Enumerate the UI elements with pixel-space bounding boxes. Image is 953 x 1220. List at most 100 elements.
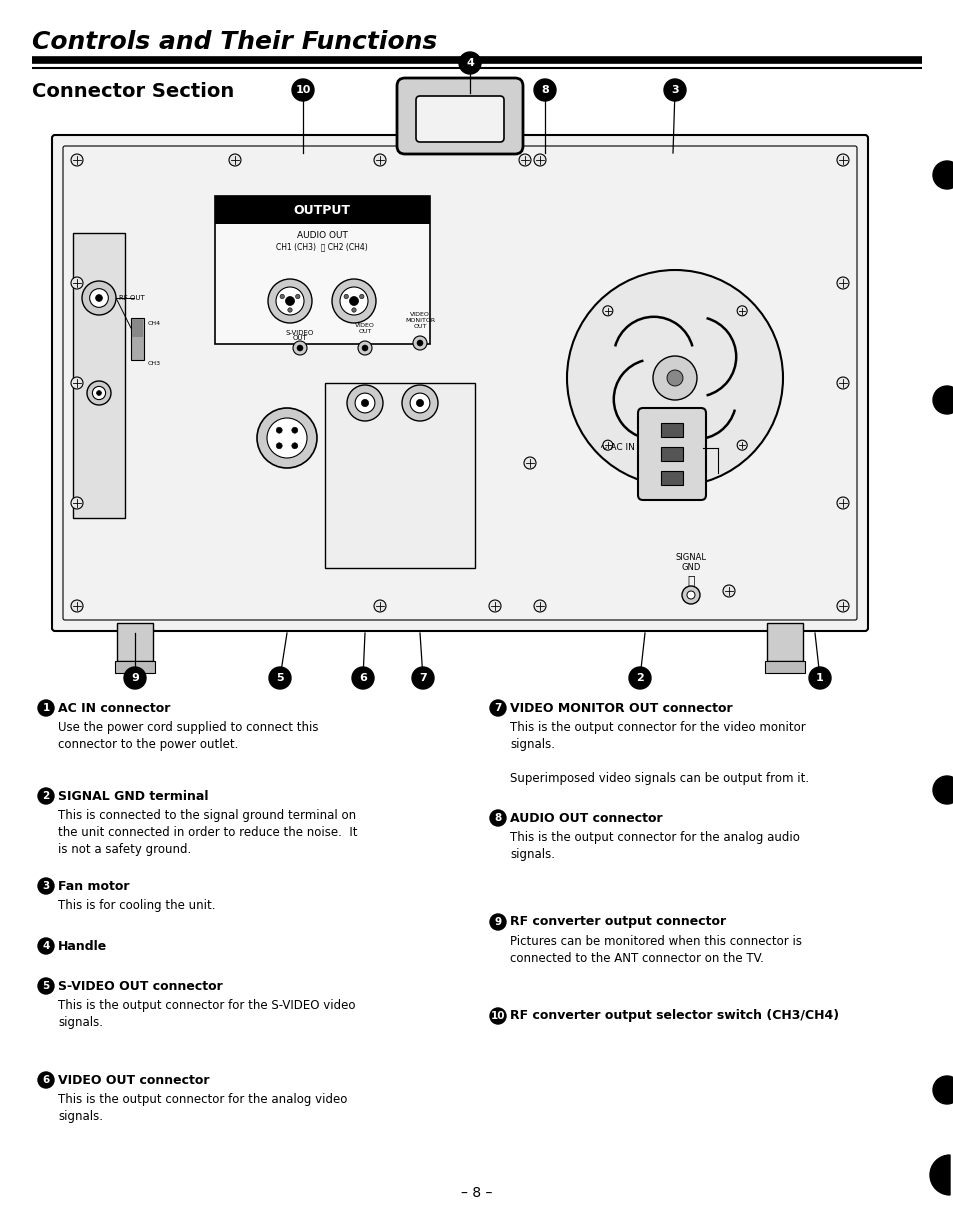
Circle shape [71,154,83,166]
Circle shape [361,399,368,406]
Circle shape [90,289,109,307]
Circle shape [124,667,146,689]
Text: 2: 2 [42,791,50,802]
Circle shape [490,1008,505,1024]
Text: CH4: CH4 [148,321,161,326]
Circle shape [280,294,284,299]
Circle shape [836,600,848,612]
Text: Use the power cord supplied to connect this
connector to the power outlet.: Use the power cord supplied to connect t… [58,721,318,752]
Circle shape [686,590,695,599]
Circle shape [288,307,292,312]
Bar [214,196,430,224]
Text: 10: 10 [295,85,311,95]
Text: VIDEO: VIDEO [410,312,430,317]
Circle shape [352,307,355,312]
Text: S-VIDEO: S-VIDEO [286,329,314,336]
Text: 5: 5 [276,673,283,683]
Text: ∿ AC IN: ∿ AC IN [599,444,635,453]
Circle shape [523,458,536,468]
Circle shape [836,497,848,509]
Circle shape [722,586,734,597]
Text: MONITOR: MONITOR [404,318,435,323]
Circle shape [836,277,848,289]
Circle shape [602,440,612,450]
Text: 8: 8 [540,85,548,95]
Circle shape [361,345,368,351]
Circle shape [518,154,531,166]
Bar [117,623,152,661]
Bar [766,623,802,661]
Circle shape [490,700,505,716]
Text: RF converter output selector switch (CH3/CH4): RF converter output selector switch (CH3… [510,1009,839,1022]
Circle shape [269,667,291,689]
Circle shape [229,154,241,166]
Circle shape [96,390,101,395]
Text: This is the output connector for the video monitor
signals.

Superimposed video : This is the output connector for the vid… [510,721,808,784]
Text: 7: 7 [494,703,501,712]
Circle shape [285,296,294,305]
Circle shape [71,497,83,509]
Text: 6: 6 [358,673,367,683]
Circle shape [602,306,612,316]
Text: OUT: OUT [413,325,426,329]
Bar [214,196,430,344]
Text: S-VIDEO OUT connector: S-VIDEO OUT connector [58,980,222,993]
Text: VIDEO MONITOR OUT connector: VIDEO MONITOR OUT connector [510,702,732,715]
Circle shape [374,600,386,612]
Bar [115,661,154,673]
Circle shape [296,345,303,351]
Circle shape [932,1076,953,1104]
Circle shape [38,1072,54,1088]
Text: OUTPUT: OUTPUT [294,204,350,216]
Circle shape [357,342,372,355]
FancyBboxPatch shape [52,135,867,631]
Circle shape [534,600,545,612]
Text: This is connected to the signal ground terminal on
the unit connected in order t: This is connected to the signal ground t… [58,809,357,856]
Circle shape [412,667,434,689]
Circle shape [332,279,375,323]
Circle shape [38,878,54,894]
Text: CH1 (CH3)  Ⓢ CH2 (CH4): CH1 (CH3) Ⓢ CH2 (CH4) [275,242,368,251]
Circle shape [292,443,297,449]
Text: 8: 8 [494,813,501,824]
Text: Controls and Their Functions: Controls and Their Functions [32,30,436,54]
Text: AUDIO OUT: AUDIO OUT [296,231,347,240]
Circle shape [359,294,364,299]
Text: 9: 9 [131,673,139,683]
Bar [660,423,682,437]
Circle shape [276,443,282,449]
Bar [73,233,125,518]
Text: Connector Section: Connector Section [32,82,234,101]
Circle shape [808,667,830,689]
FancyBboxPatch shape [416,96,503,142]
Circle shape [38,788,54,804]
Bar [764,661,804,673]
Circle shape [932,776,953,804]
Text: 9: 9 [494,917,501,927]
Text: OUT: OUT [293,336,307,342]
Circle shape [82,281,116,315]
Text: VIDEO OUT connector: VIDEO OUT connector [58,1074,210,1087]
Text: This is for cooling the unit.: This is for cooling the unit. [58,899,215,913]
Circle shape [349,296,358,305]
Circle shape [737,306,746,316]
Text: Pictures can be monitored when this connector is
connected to the ANT connector : Pictures can be monitored when this conn… [510,935,801,965]
Text: 7: 7 [418,673,426,683]
Circle shape [836,377,848,389]
Text: CH3: CH3 [148,361,161,366]
Text: GND: GND [680,562,700,572]
Text: ⏚: ⏚ [686,575,694,588]
Text: This is the output connector for the S-VIDEO video
signals.: This is the output connector for the S-V… [58,999,355,1028]
Text: 3: 3 [671,85,679,95]
Text: This is the output connector for the analog audio
signals.: This is the output connector for the ana… [510,831,799,861]
Circle shape [344,294,348,299]
Circle shape [652,356,697,400]
Circle shape [737,440,746,450]
Circle shape [534,79,556,101]
Text: 3: 3 [42,881,50,891]
Text: VIDEO: VIDEO [355,323,375,328]
Text: 2: 2 [636,673,643,683]
Wedge shape [929,1155,949,1196]
Circle shape [38,978,54,994]
Circle shape [352,667,374,689]
